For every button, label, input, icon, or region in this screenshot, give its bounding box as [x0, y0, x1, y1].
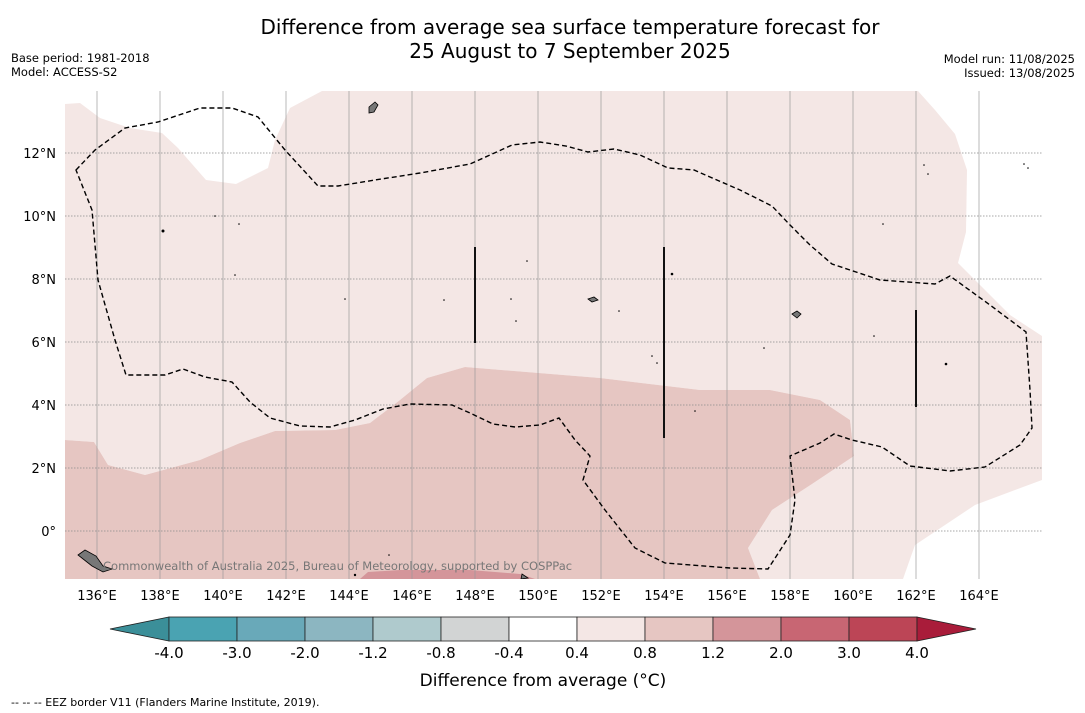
copyright-notice: Commonwealth of Australia 2025, Bureau o…: [103, 559, 572, 573]
lat-label: 8°N: [32, 273, 57, 288]
colorbar: -4.0 -3.0 -2.0 -1.2 -0.8 -0.4 0.4 0.8 1.…: [109, 616, 977, 691]
model-name: Model: ACCESS-S2: [11, 65, 118, 79]
map-title-line1: Difference from average sea surface temp…: [260, 15, 880, 39]
colorbar-title: Difference from average (°C): [420, 671, 667, 691]
model-run: Model run: 11/08/2025: [943, 52, 1075, 66]
colorbar-tick: 0.4: [565, 644, 589, 662]
colorbar-tick: -0.4: [494, 644, 523, 662]
issued-date: Issued: 13/08/2025: [964, 66, 1075, 80]
lon-label: 140°E: [203, 589, 243, 604]
lon-label: 154°E: [644, 589, 684, 604]
lon-label: 160°E: [833, 589, 873, 604]
anomaly-region-medium: [65, 367, 854, 579]
lat-label: 6°N: [32, 336, 57, 351]
lon-label: 144°E: [329, 589, 369, 604]
base-period: Base period: 1981-2018: [11, 51, 150, 65]
lat-label: 2°N: [32, 462, 57, 477]
colorbar-low-arrow: [109, 616, 170, 642]
lat-labels: 12°N 10°N 8°N 6°N 4°N 2°N 0°: [23, 147, 56, 540]
island: [587, 296, 599, 303]
anomaly-region-strong: [360, 570, 535, 579]
lon-label: 164°E: [959, 589, 999, 604]
lon-labels: 136°E 138°E 140°E 142°E 144°E 146°E 148°…: [77, 589, 999, 604]
island: [520, 573, 530, 579]
lat-label: 4°N: [32, 399, 57, 414]
colorbar-tick: -2.0: [290, 644, 319, 662]
colorbar-tick: 3.0: [837, 644, 861, 662]
meta-right: Model run: 11/08/2025 Issued: 13/08/2025: [944, 52, 1075, 80]
colorbar-segment: [848, 616, 918, 642]
line-markers: [474, 247, 917, 438]
island: [77, 549, 114, 573]
colorbar-tick: -1.2: [358, 644, 387, 662]
map-title-line2: 25 August to 7 September 2025: [409, 39, 731, 63]
lon-label: 150°E: [518, 589, 558, 604]
colorbar-segment: [372, 616, 442, 642]
colorbar-segment: [712, 616, 782, 642]
colorbar-segment: [780, 616, 850, 642]
colorbar-segment: [508, 616, 578, 642]
colorbar-tick: 2.0: [769, 644, 793, 662]
lon-label: 136°E: [77, 589, 117, 604]
colorbar-tick: 1.2: [701, 644, 725, 662]
colorbar-tick: 0.8: [633, 644, 657, 662]
island: [368, 101, 379, 114]
colorbar-tick: 4.0: [905, 644, 929, 662]
eez-legend-note: -- -- -- EEZ border V11 (Flanders Marine…: [11, 696, 320, 709]
colorbar-segment: [576, 616, 646, 642]
anomaly-region-light: [65, 91, 1042, 579]
lat-label: 12°N: [23, 147, 56, 162]
colorbar-segment: [304, 616, 374, 642]
colorbar-tick: -4.0: [154, 644, 183, 662]
eez-border: [75, 107, 1033, 570]
lon-label: 152°E: [581, 589, 621, 604]
lon-label: 148°E: [455, 589, 495, 604]
colorbar-high-arrow: [916, 616, 977, 642]
lon-label: 138°E: [140, 589, 180, 604]
lon-label: 142°E: [266, 589, 306, 604]
lon-label: 158°E: [770, 589, 810, 604]
colorbar-segment: [440, 616, 510, 642]
atoll-dots: [161, 163, 1029, 577]
colorbar-tick: -0.8: [426, 644, 455, 662]
colorbar-segment: [644, 616, 714, 642]
map-area: Commonwealth of Australia 2025, Bureau o…: [65, 91, 1042, 579]
lon-label: 156°E: [707, 589, 747, 604]
lon-label: 162°E: [896, 589, 936, 604]
colorbar-segment: [168, 616, 238, 642]
island: [791, 310, 802, 319]
meta-left: Base period: 1981-2018 Model: ACCESS-S2: [11, 51, 150, 79]
colorbar-segment: [236, 616, 306, 642]
lat-label: 10°N: [23, 210, 56, 225]
colorbar-tick: -3.0: [222, 644, 251, 662]
lat-label: 0°: [41, 525, 56, 540]
lon-label: 146°E: [392, 589, 432, 604]
